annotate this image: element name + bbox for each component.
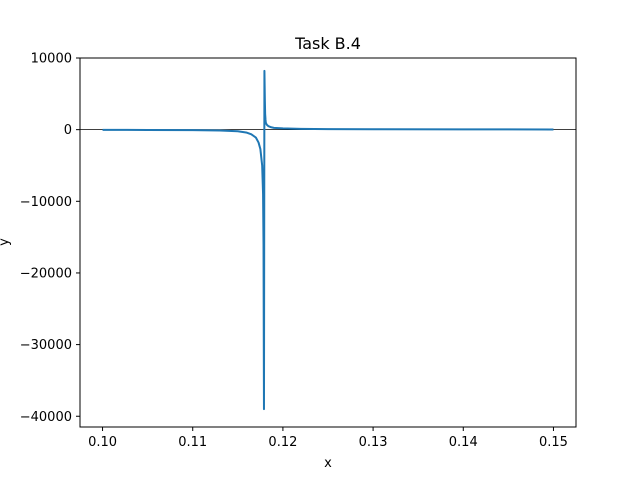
y-tick-label: −10000 xyxy=(20,195,72,210)
x-tick-label: 0.12 xyxy=(268,435,297,450)
x-tick-label: 0.13 xyxy=(359,435,388,450)
chart-title: Task B.4 xyxy=(294,34,361,53)
series-line-0 xyxy=(102,69,554,411)
y-tick-label: 10000 xyxy=(31,52,72,67)
y-axis-title: y xyxy=(0,238,12,246)
x-tick-label: 0.15 xyxy=(539,435,568,450)
x-tick-label: 0.14 xyxy=(449,435,478,450)
x-axis: 0.10 0.11 0.12 0.13 0.14 0.15 xyxy=(88,427,568,450)
y-tick-label: −40000 xyxy=(20,410,72,425)
y-tick-label: −20000 xyxy=(20,266,72,281)
plot-area xyxy=(80,69,576,411)
x-tick-label: 0.10 xyxy=(88,435,117,450)
y-tick-label: −30000 xyxy=(20,338,72,353)
plot-frame xyxy=(79,57,577,428)
x-axis-title: x xyxy=(324,456,332,471)
y-tick-label: 0 xyxy=(64,123,72,138)
y-axis: 10000 0 −10000 −20000 −30000 −40000 xyxy=(20,52,80,425)
x-tick-label: 0.11 xyxy=(178,435,207,450)
